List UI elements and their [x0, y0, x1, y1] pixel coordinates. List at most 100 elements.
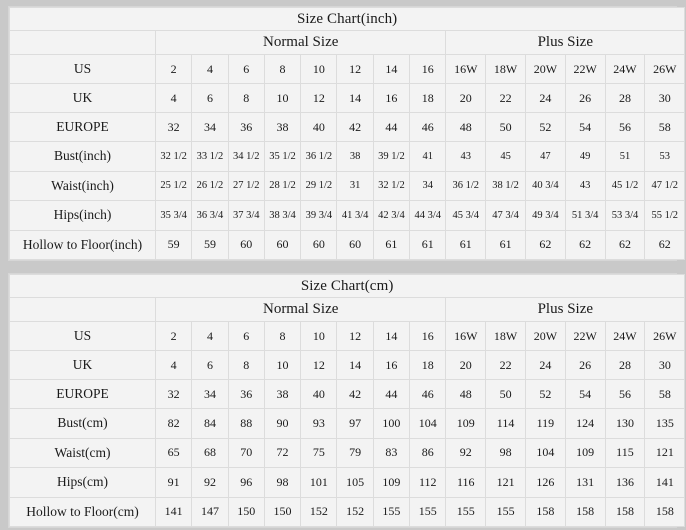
cell: 53 [644, 141, 686, 172]
group-header-plus-size: Plus Size [445, 297, 686, 322]
cell: 62 [644, 229, 686, 260]
cell: 109 [372, 467, 411, 498]
cell: 88 [227, 408, 265, 439]
cell: 22 [485, 350, 526, 380]
cell: 61 [409, 229, 447, 260]
cell: 158 [524, 496, 566, 527]
cell: 61 [445, 229, 487, 260]
group-header-spacer [9, 30, 156, 55]
cell: 121 [644, 437, 686, 468]
cell: 46 [409, 379, 447, 409]
cell: 29 1/2 [300, 170, 338, 201]
table-row-hollow-to-floor: Hollow to Floor(inch) 59 59 60 60 60 60 … [9, 229, 686, 260]
cell: 158 [644, 496, 686, 527]
cell: 2 [154, 54, 193, 84]
cell: 6 [227, 54, 265, 84]
cell: 59 [191, 229, 229, 260]
table-row-europe: EUROPE 32 34 36 38 40 42 44 46 48 50 52 … [9, 112, 686, 142]
cell: 14 [372, 321, 411, 351]
cell: 115 [604, 437, 646, 468]
table-row-bust: Bust(cm) 82 84 88 90 93 97 100 104 109 1… [9, 408, 686, 439]
cell: 91 [154, 467, 193, 498]
row-label-uk: UK [9, 350, 156, 380]
cell: 45 1/2 [604, 170, 646, 201]
cell: 16 [409, 321, 447, 351]
cell: 35 1/2 [263, 141, 302, 172]
cell: 42 3/4 [372, 200, 411, 231]
cell: 121 [485, 467, 526, 498]
cell: 41 3/4 [336, 200, 374, 231]
cell: 56 [604, 112, 646, 142]
cell: 98 [485, 437, 526, 468]
cell: 43 [445, 141, 487, 172]
cell: 24 [524, 83, 566, 113]
group-header-normal-size: Normal Size [154, 30, 447, 55]
cell: 20W [524, 54, 566, 84]
cell: 47 1/2 [644, 170, 686, 201]
cell: 97 [336, 408, 374, 439]
row-label-bust: Bust(inch) [9, 141, 156, 172]
cell: 155 [372, 496, 411, 527]
cell: 93 [300, 408, 338, 439]
cell: 48 [445, 112, 487, 142]
row-label-europe: EUROPE [9, 112, 156, 142]
cell: 136 [604, 467, 646, 498]
cell: 22 [485, 83, 526, 113]
cell: 42 [336, 379, 374, 409]
cell: 16 [409, 54, 447, 84]
cell: 100 [372, 408, 411, 439]
cell: 10 [263, 83, 302, 113]
cell: 98 [263, 467, 302, 498]
chart-title-row: Size Chart(cm) [8, 274, 686, 298]
cell: 22W [564, 321, 606, 351]
row-label-us: US [9, 321, 156, 351]
row-label-uk: UK [9, 83, 156, 113]
cell: 8 [263, 54, 302, 84]
row-label-hips: Hips(inch) [9, 200, 156, 231]
cell: 38 [336, 141, 374, 172]
cell: 58 [644, 112, 686, 142]
cell: 39 3/4 [300, 200, 338, 231]
cell: 6 [227, 321, 265, 351]
cell: 50 [485, 112, 526, 142]
cell: 60 [300, 229, 338, 260]
cell: 32 [154, 379, 193, 409]
cell: 105 [336, 467, 374, 498]
cell: 34 [409, 170, 447, 201]
cell: 109 [445, 408, 487, 439]
cell: 34 1/2 [227, 141, 265, 172]
cell: 32 1/2 [154, 141, 193, 172]
cell: 70 [227, 437, 265, 468]
cell: 36 1/2 [300, 141, 338, 172]
cell: 32 1/2 [372, 170, 411, 201]
cell: 47 [524, 141, 566, 172]
cell: 59 [154, 229, 193, 260]
cell: 49 3/4 [524, 200, 566, 231]
group-header-plus-size: Plus Size [445, 30, 686, 55]
row-label-europe: EUROPE [9, 379, 156, 409]
cell: 8 [227, 350, 265, 380]
cell: 28 [604, 350, 646, 380]
cell: 41 [409, 141, 447, 172]
cell: 18 [409, 83, 447, 113]
cell: 16 [372, 83, 411, 113]
table-row-hips: Hips(cm) 91 92 96 98 101 105 109 112 116… [9, 467, 686, 498]
cell: 12 [336, 321, 374, 351]
cell: 61 [485, 229, 526, 260]
group-header-row: Normal Size Plus Size [9, 297, 686, 322]
cell: 150 [263, 496, 302, 527]
cell: 36 [227, 379, 265, 409]
cell: 43 [564, 170, 606, 201]
table-row-europe: EUROPE 32 34 36 38 40 42 44 46 48 50 52 … [9, 379, 686, 409]
table-row-us: US 2 4 6 8 10 12 14 16 16W 18W 20W 22W 2… [9, 321, 686, 351]
cell: 52 [524, 379, 566, 409]
cell: 49 [564, 141, 606, 172]
cell: 26W [644, 54, 686, 84]
cell: 61 [372, 229, 411, 260]
cell: 55 1/2 [644, 200, 686, 231]
table-row-hollow-to-floor: Hollow to Floor(cm) 141 147 150 150 152 … [9, 496, 686, 527]
cell: 131 [564, 467, 606, 498]
table-row-waist: Waist(cm) 65 68 70 72 75 79 83 86 92 98 … [9, 437, 686, 468]
cell: 147 [191, 496, 229, 527]
